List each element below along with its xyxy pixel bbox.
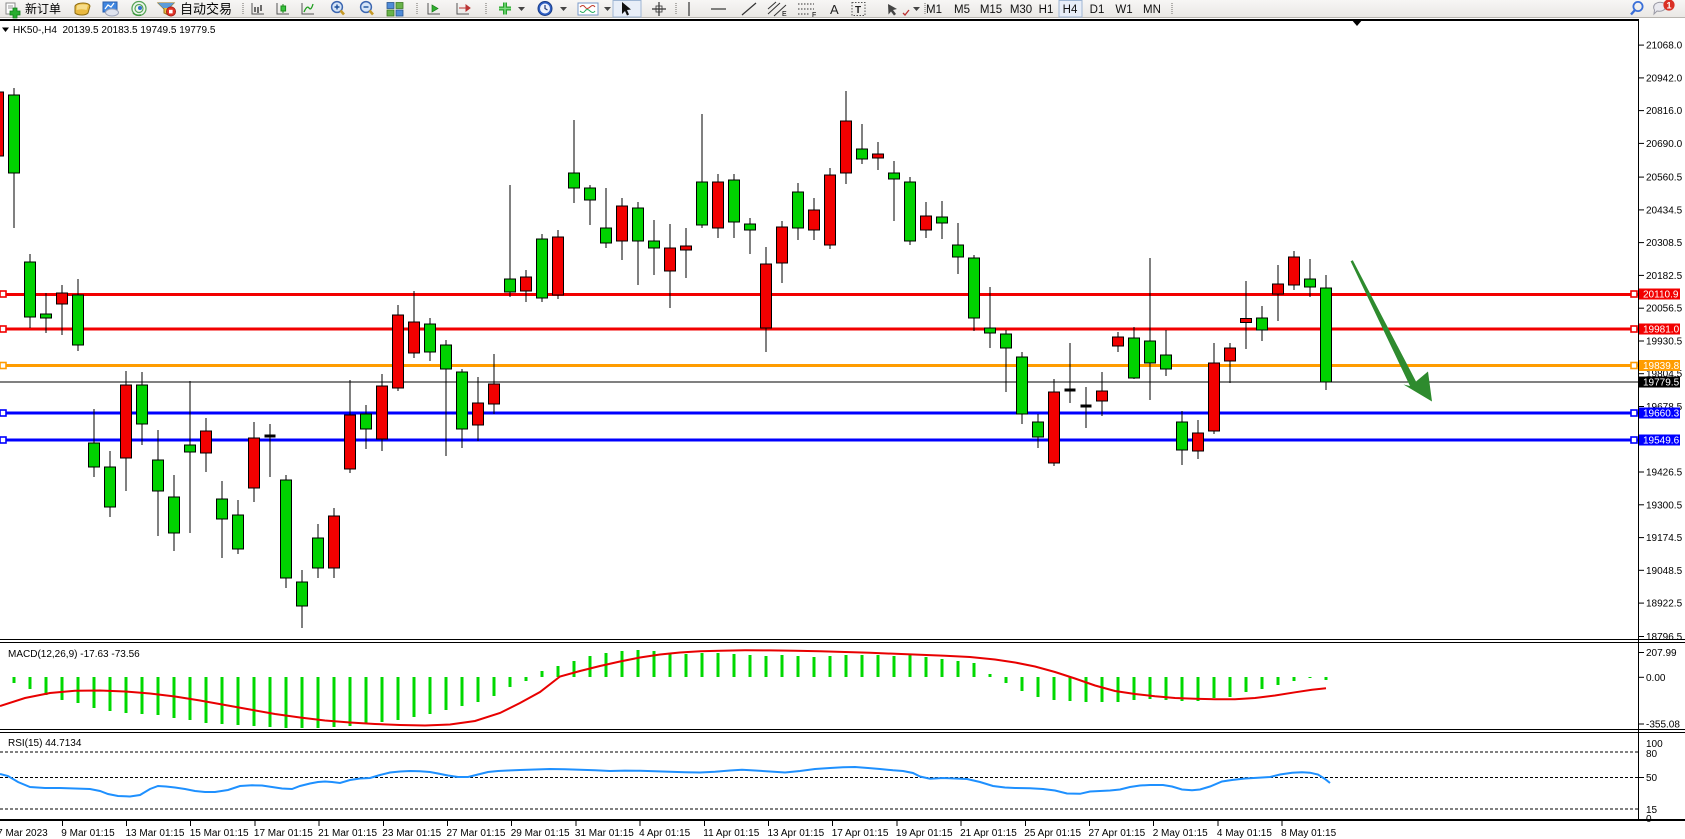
svg-text:MN: MN [1143, 4, 1161, 16]
svg-text:29 Mar 01:15: 29 Mar 01:15 [511, 828, 570, 839]
svg-text:11 Apr 01:15: 11 Apr 01:15 [703, 828, 759, 839]
svg-text:18922.5: 18922.5 [1646, 599, 1683, 610]
svg-text:M1: M1 [926, 4, 942, 16]
svg-text:19981.0: 19981.0 [1643, 325, 1680, 336]
svg-text:T: T [855, 5, 861, 16]
svg-text:23 Mar 01:15: 23 Mar 01:15 [382, 828, 441, 839]
svg-text:7 Mar 2023: 7 Mar 2023 [0, 828, 48, 839]
svg-text:H4: H4 [1063, 4, 1078, 16]
svg-text:19174.5: 19174.5 [1646, 533, 1683, 544]
svg-text:27 Apr 01:15: 27 Apr 01:15 [1089, 828, 1146, 839]
svg-text:19048.5: 19048.5 [1646, 566, 1683, 577]
svg-text:20110.9: 20110.9 [1643, 290, 1679, 301]
svg-text:20690.0: 20690.0 [1646, 139, 1683, 150]
svg-text:2 May 01:15: 2 May 01:15 [1153, 828, 1208, 839]
svg-text:9 Mar 01:15: 9 Mar 01:15 [61, 828, 115, 839]
svg-text:19930.5: 19930.5 [1646, 337, 1683, 348]
svg-text:F: F [812, 12, 816, 19]
svg-text:HK50-,H4 20139.5 20183.5 1974: HK50-,H4 20139.5 20183.5 19749.5 19779.5 [13, 25, 216, 36]
svg-text:20308.5: 20308.5 [1646, 238, 1683, 249]
svg-text:新订单: 新订单 [25, 1, 61, 16]
svg-text:0: 0 [1646, 814, 1652, 825]
svg-text:M30: M30 [1010, 4, 1032, 16]
svg-text:19660.3: 19660.3 [1643, 409, 1680, 420]
svg-text:W1: W1 [1115, 4, 1132, 16]
svg-text:19300.5: 19300.5 [1646, 500, 1683, 511]
svg-text:MACD(12,26,9) -17.63 -73.56: MACD(12,26,9) -17.63 -73.56 [8, 649, 140, 660]
svg-text:20560.5: 20560.5 [1646, 173, 1683, 184]
svg-text:17 Mar 01:15: 17 Mar 01:15 [254, 828, 313, 839]
svg-text:31 Mar 01:15: 31 Mar 01:15 [575, 828, 634, 839]
svg-text:19426.5: 19426.5 [1646, 468, 1683, 479]
svg-text:15 Mar 01:15: 15 Mar 01:15 [190, 828, 249, 839]
svg-text:19549.6: 19549.6 [1643, 436, 1680, 447]
svg-text:-355.08: -355.08 [1646, 720, 1680, 731]
svg-text:4 May 01:15: 4 May 01:15 [1217, 828, 1272, 839]
svg-text:自动交易: 自动交易 [180, 2, 232, 17]
svg-text:20056.5: 20056.5 [1646, 304, 1683, 315]
svg-text:D1: D1 [1090, 4, 1105, 16]
svg-text:8 May 01:15: 8 May 01:15 [1281, 828, 1336, 839]
svg-text:20182.5: 20182.5 [1646, 271, 1683, 282]
svg-text:1: 1 [1666, 1, 1671, 11]
svg-text:21068.0: 21068.0 [1646, 41, 1683, 52]
svg-text:207.99: 207.99 [1646, 648, 1677, 659]
svg-text:H1: H1 [1039, 4, 1054, 16]
svg-text:20434.5: 20434.5 [1646, 205, 1683, 216]
svg-text:27 Mar 01:15: 27 Mar 01:15 [447, 828, 506, 839]
svg-text:20816.0: 20816.0 [1646, 106, 1683, 117]
svg-text:13 Mar 01:15: 13 Mar 01:15 [126, 828, 185, 839]
svg-text:80: 80 [1646, 749, 1658, 760]
svg-text:0.00: 0.00 [1646, 673, 1666, 684]
svg-text:50: 50 [1646, 773, 1658, 784]
svg-text:17 Apr 01:15: 17 Apr 01:15 [832, 828, 889, 839]
svg-text:4 Apr 01:15: 4 Apr 01:15 [639, 828, 691, 839]
svg-text:18796.5: 18796.5 [1646, 632, 1683, 643]
svg-text:19804.5: 19804.5 [1646, 369, 1683, 380]
svg-text:15: 15 [1646, 805, 1658, 816]
svg-text:19839.8: 19839.8 [1643, 361, 1680, 372]
svg-text:21 Mar 01:15: 21 Mar 01:15 [318, 828, 377, 839]
svg-text:21 Apr 01:15: 21 Apr 01:15 [960, 828, 1017, 839]
svg-text:100: 100 [1646, 739, 1663, 750]
svg-text:M15: M15 [980, 4, 1002, 16]
svg-text:M5: M5 [954, 4, 970, 16]
svg-text:20942.0: 20942.0 [1646, 73, 1683, 84]
svg-text:RSI(15) 44.7134: RSI(15) 44.7134 [8, 738, 82, 749]
svg-text:19779.5: 19779.5 [1643, 378, 1680, 389]
svg-text:A: A [830, 2, 839, 17]
svg-text:25 Apr 01:15: 25 Apr 01:15 [1024, 828, 1081, 839]
svg-text:E: E [782, 11, 787, 18]
svg-text:19 Apr 01:15: 19 Apr 01:15 [896, 828, 953, 839]
svg-text:13 Apr 01:15: 13 Apr 01:15 [768, 828, 825, 839]
